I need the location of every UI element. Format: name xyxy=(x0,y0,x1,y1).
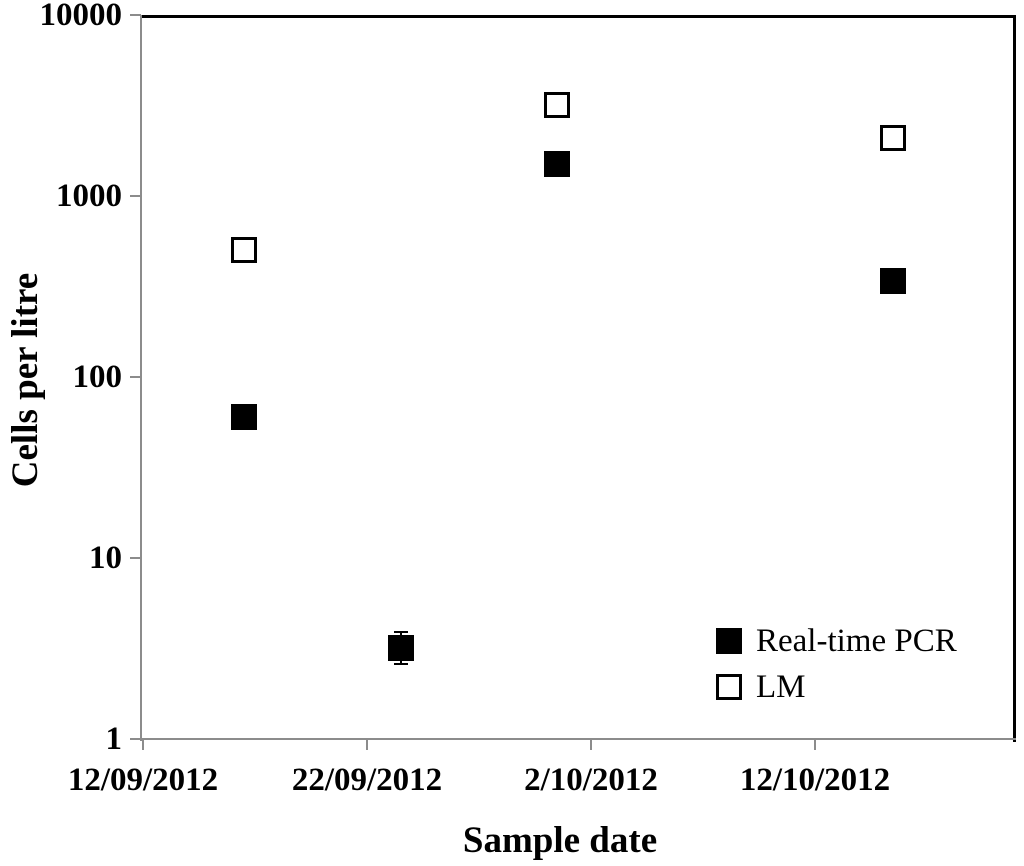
error-bar-cap-top xyxy=(393,631,408,634)
x-tick-label: 22/09/2012 xyxy=(291,762,443,798)
x-tick-label: 12/09/2012 xyxy=(67,762,219,798)
data-point-lm xyxy=(544,91,571,118)
plot-border-top xyxy=(140,15,1016,18)
legend-item-lm: LM xyxy=(716,664,957,710)
legend: Real-time PCR LM xyxy=(716,618,957,710)
x-tick-mark xyxy=(814,740,816,750)
y-tick-label: 10000 xyxy=(39,0,123,33)
x-tick-mark xyxy=(366,740,368,750)
data-point-real-time-pcr xyxy=(544,151,571,178)
open-square-icon xyxy=(716,674,742,700)
y-tick-mark xyxy=(130,376,141,378)
y-axis-line xyxy=(140,15,142,741)
legend-label-real-time-pcr: Real-time PCR xyxy=(756,622,957,659)
y-tick-mark xyxy=(130,14,141,16)
data-point-real-time-pcr xyxy=(230,404,257,431)
plot-border-right xyxy=(1013,15,1016,742)
data-point-lm xyxy=(230,237,257,264)
x-tick-label: 12/10/2012 xyxy=(739,762,891,798)
x-axis-line xyxy=(140,738,1016,740)
x-tick-label: 2/10/2012 xyxy=(524,762,658,798)
y-tick-mark xyxy=(130,738,141,740)
y-axis-title: Cells per litre xyxy=(5,272,46,488)
filled-square-icon xyxy=(716,628,742,654)
error-bar-cap-bottom xyxy=(393,662,408,665)
y-tick-mark xyxy=(130,195,141,197)
x-tick-mark xyxy=(590,740,592,750)
y-tick-label: 1 xyxy=(105,721,123,757)
x-axis-title: Sample date xyxy=(462,820,658,861)
x-tick-mark xyxy=(142,740,144,750)
data-point-real-time-pcr xyxy=(387,634,414,661)
legend-item-real-time-pcr: Real-time PCR xyxy=(716,618,957,664)
y-tick-label: 100 xyxy=(72,359,123,395)
data-point-real-time-pcr xyxy=(880,267,907,294)
y-tick-label: 1000 xyxy=(56,178,122,214)
data-point-lm xyxy=(880,124,907,151)
legend-label-lm: LM xyxy=(756,668,806,705)
y-tick-mark xyxy=(130,557,141,559)
y-tick-label: 10 xyxy=(89,540,122,576)
